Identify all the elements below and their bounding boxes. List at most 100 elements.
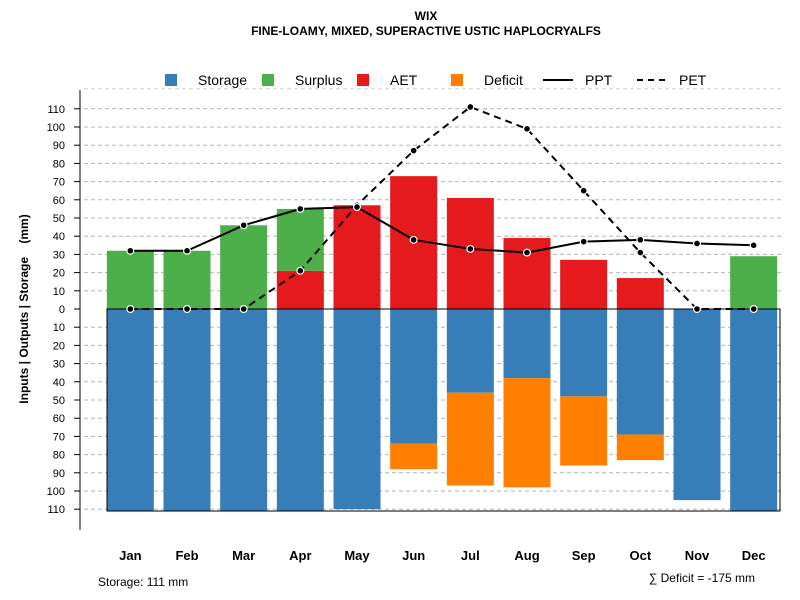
storage-bar-jul <box>446 309 494 393</box>
legend-label-ppt: PPT <box>585 72 613 88</box>
deficit-bar-jun <box>390 443 438 470</box>
surplus-bar-apr <box>276 208 324 271</box>
storage-bar-nov <box>673 309 721 501</box>
y-axis-label: Inputs | Outputs | Storage (mm) <box>17 214 31 403</box>
storage-bar-dec <box>730 309 778 512</box>
pet-point-nov <box>692 305 701 314</box>
ppt-point-jan <box>126 246 135 255</box>
storage-bar-apr <box>276 309 324 512</box>
pet-point-feb <box>183 305 192 314</box>
storage-bar-may <box>333 309 381 510</box>
chart-title: WIX <box>415 9 438 23</box>
y-tick-label-40: 40 <box>53 231 65 243</box>
legend-label-surplus: Surplus <box>295 72 342 88</box>
legend-swatch-deficit <box>451 74 463 86</box>
ppt-point-nov <box>692 239 701 248</box>
aet-bar-sep <box>560 259 608 309</box>
deficit-bar-jul <box>446 392 494 486</box>
legend-swatch-surplus <box>262 74 274 86</box>
ppt-point-sep <box>579 237 588 246</box>
bars-layer <box>106 176 778 512</box>
legend: Storage Surplus AET Deficit PPT PET <box>165 72 707 88</box>
pet-point-oct <box>636 248 645 257</box>
y-tick-label-70: 70 <box>53 177 65 189</box>
storage-footnote: Storage: 111 mm <box>98 575 188 589</box>
aet-bar-apr <box>276 270 324 309</box>
aet-bar-jul <box>446 197 494 309</box>
ppt-point-feb <box>183 246 192 255</box>
y-tick-label-110: 110 <box>47 104 65 116</box>
legend-swatch-storage <box>165 74 177 86</box>
y-tick-label--110: 110 <box>47 504 65 516</box>
surplus-bar-feb <box>163 250 211 309</box>
deficit-bar-aug <box>503 378 551 488</box>
y-tick-label-20: 20 <box>53 268 65 280</box>
y-tick-label--10: 10 <box>53 322 65 334</box>
y-tick-label--30: 30 <box>53 359 65 371</box>
ppt-point-may <box>353 203 362 212</box>
legend-label-aet: AET <box>390 72 418 88</box>
pet-point-jun <box>409 146 418 155</box>
y-tick-label-30: 30 <box>53 249 65 261</box>
deficit-bar-sep <box>560 396 608 466</box>
y-tick-label--20: 20 <box>53 340 65 352</box>
y-tick-label--60: 60 <box>53 413 65 425</box>
storage-bar-feb <box>163 309 211 512</box>
ppt-line <box>130 206 754 254</box>
ppt-point-apr <box>296 204 305 213</box>
ppt-point-jun <box>409 235 418 244</box>
storage-bar-mar <box>220 309 268 512</box>
x-tick-label-jul: Jul <box>461 548 480 563</box>
legend-swatch-aet <box>357 74 369 86</box>
storage-bar-oct <box>616 309 664 435</box>
y-tick-label--90: 90 <box>53 468 65 480</box>
ppt-point-oct <box>636 235 645 244</box>
pet-point-jul <box>466 102 475 111</box>
y-tick-label--40: 40 <box>53 377 65 389</box>
y-tick-label-10: 10 <box>53 286 65 298</box>
aet-bar-may <box>333 205 381 309</box>
surplus-bar-dec <box>730 256 778 309</box>
y-tick-label--50: 50 <box>53 395 65 407</box>
pet-point-jan <box>126 305 135 314</box>
y-tick-label--70: 70 <box>53 431 65 443</box>
deficit-bar-oct <box>616 434 664 461</box>
surplus-bar-jan <box>106 250 154 309</box>
storage-capacity-frame <box>106 308 781 512</box>
x-tick-label-mar: Mar <box>232 548 255 563</box>
x-tick-label-jun: Jun <box>402 548 425 563</box>
deficit-sum-footnote: ∑ Deficit = -175 mm <box>649 571 755 585</box>
y-tick-label--100: 100 <box>47 486 65 498</box>
x-tick-label-jan: Jan <box>119 548 141 563</box>
legend-label-deficit: Deficit <box>484 72 523 88</box>
x-tick-label-sep: Sep <box>572 548 596 563</box>
x-tick-label-oct: Oct <box>629 548 651 563</box>
legend-label-pet: PET <box>679 72 707 88</box>
x-tick-label-nov: Nov <box>685 548 710 563</box>
y-tick-label-60: 60 <box>53 195 65 207</box>
aet-bar-oct <box>616 278 664 309</box>
storage-bar-jun <box>390 309 438 444</box>
x-tick-label-apr: Apr <box>289 548 311 563</box>
x-tick-label-feb: Feb <box>175 548 198 563</box>
ppt-point-dec <box>749 241 758 250</box>
x-tick-label-may: May <box>344 548 370 563</box>
chart-subtitle: FINE-LOAMY, MIXED, SUPERACTIVE USTIC HAP… <box>251 24 601 38</box>
pet-line <box>130 105 754 310</box>
x-tick-label-aug: Aug <box>514 548 539 563</box>
lines-layer <box>126 102 758 314</box>
pet-point-sep <box>579 186 588 195</box>
pet-point-mar <box>239 305 248 314</box>
storage-bar-jan <box>106 309 154 512</box>
pet-point-dec <box>749 305 758 314</box>
x-tick-label-dec: Dec <box>742 548 766 563</box>
legend-label-storage: Storage <box>198 72 247 88</box>
ppt-point-mar <box>239 221 248 230</box>
y-tick-label-50: 50 <box>53 213 65 225</box>
ppt-point-aug <box>522 248 531 257</box>
storage-bar-sep <box>560 309 608 397</box>
grid-lines <box>84 88 782 510</box>
axes-layer: 1101009080706050403020100102030405060708… <box>47 90 766 563</box>
ppt-point-jul <box>466 244 475 253</box>
